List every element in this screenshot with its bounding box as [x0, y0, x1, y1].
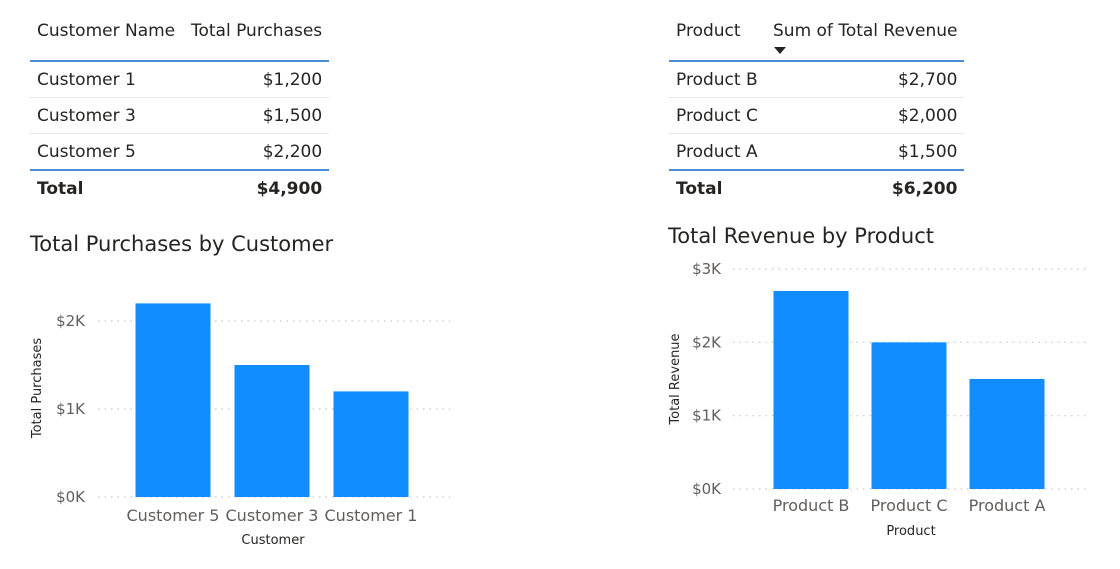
- bar[interactable]: [135, 303, 211, 497]
- bar[interactable]: [773, 291, 849, 489]
- y-tick-label: $0K: [692, 480, 722, 498]
- total-label: Total: [37, 178, 84, 199]
- cell-total-purchases: $2,200: [184, 133, 330, 171]
- x-tick-label: Product A: [969, 496, 1046, 515]
- cell-total-purchases: $1,200: [184, 61, 330, 98]
- x-tick-label: Product B: [773, 496, 850, 515]
- bar[interactable]: [871, 342, 947, 489]
- cell-product: Product C: [669, 97, 766, 134]
- table-row: Product A $1,500: [669, 133, 965, 171]
- y-tick-label: $1K: [692, 407, 722, 425]
- x-axis-title: Product: [886, 524, 935, 539]
- column-header-customer-name[interactable]: Customer Name: [30, 2, 184, 62]
- y-tick-label: $1K: [56, 400, 86, 418]
- column-header-total-purchases[interactable]: Total Purchases: [184, 2, 330, 62]
- total-value: $4,900: [256, 178, 323, 199]
- cell-customer-name: Customer 1: [30, 61, 184, 98]
- y-tick-label: $2K: [56, 312, 86, 330]
- table-row: Customer 5 $2,200: [30, 133, 330, 171]
- y-tick-label: $2K: [692, 333, 722, 351]
- x-axis-title: Customer: [241, 533, 305, 548]
- total-value: $6,200: [891, 178, 958, 199]
- table-row: Customer 3 $1,500: [30, 97, 330, 134]
- table-row: Product C $2,000: [669, 97, 965, 134]
- bar[interactable]: [333, 391, 409, 497]
- total-row: Total $4,900: [30, 170, 329, 206]
- x-tick-label: Customer 3: [226, 506, 319, 525]
- y-axis-title: Total Revenue: [668, 333, 683, 425]
- cell-product: Product B: [669, 61, 766, 98]
- x-tick-label: Product C: [870, 496, 947, 515]
- cell-product: Product A: [669, 133, 766, 171]
- column-header-sum-total-revenue[interactable]: Sum of Total Revenue: [766, 2, 965, 62]
- table-row: Customer 1 $1,200: [30, 61, 330, 98]
- sort-descending-icon[interactable]: [774, 47, 786, 54]
- x-tick-label: Customer 1: [325, 506, 418, 525]
- column-header-label: Sum of Total Revenue: [773, 21, 958, 41]
- bar[interactable]: [969, 379, 1045, 489]
- cell-customer-name: Customer 5: [30, 133, 184, 171]
- y-tick-label: $0K: [56, 488, 86, 506]
- x-tick-label: Customer 5: [127, 506, 220, 525]
- cell-customer-name: Customer 3: [30, 97, 184, 134]
- cell-total-revenue: $2,000: [766, 97, 965, 134]
- cell-total-purchases: $1,500: [184, 97, 330, 134]
- y-tick-label: $3K: [692, 260, 722, 278]
- chart-title-revenue: Total Revenue by Product: [668, 224, 935, 248]
- cell-total-revenue: $2,700: [766, 61, 965, 98]
- revenue-table: Product Sum of Total Revenue Product B $…: [669, 2, 965, 206]
- chart-title-purchases: Total Purchases by Customer: [30, 232, 334, 256]
- bar[interactable]: [234, 365, 310, 497]
- total-row: Total $6,200: [669, 170, 964, 206]
- column-header-product[interactable]: Product: [669, 2, 766, 62]
- cell-total-revenue: $1,500: [766, 133, 965, 171]
- purchases-table: Customer Name Total Purchases Customer 1…: [30, 2, 330, 206]
- y-axis-title: Total Purchases: [30, 338, 45, 440]
- total-label: Total: [676, 178, 723, 199]
- table-row: Product B $2,700: [669, 61, 965, 98]
